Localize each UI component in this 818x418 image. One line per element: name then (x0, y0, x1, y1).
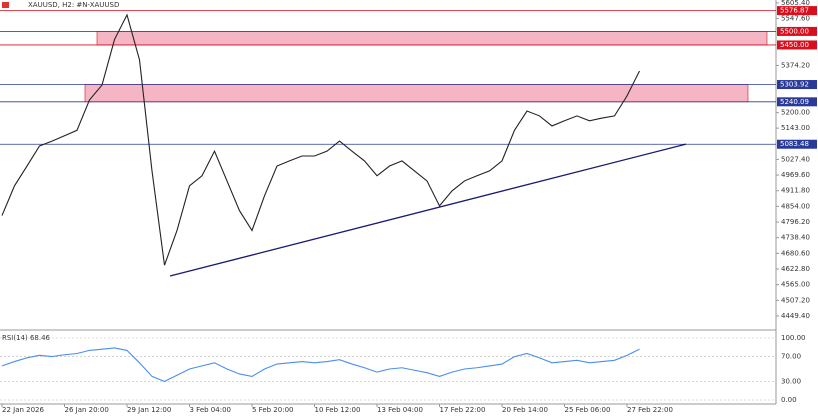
y-tick-label: 4680.60 (781, 249, 810, 257)
level-label: 5576.87 (780, 7, 809, 15)
x-tick-label: 25 Feb 06:00 (565, 406, 611, 414)
y-tick-label: 4738.40 (781, 234, 810, 242)
rsi-tick-label: 0.00 (781, 396, 797, 404)
x-tick-label: 5 Feb 20:00 (252, 406, 293, 414)
level-tag (777, 80, 817, 90)
y-tick-label: 4507.20 (781, 296, 810, 304)
y-tick-label: 5200.00 (781, 109, 810, 117)
trendline (169, 143, 687, 277)
x-tick-label: 20 Feb 14:00 (502, 406, 548, 414)
y-tick-label: 4796.20 (781, 218, 810, 226)
rsi-tick-label: 70.00 (781, 353, 801, 361)
y-tick-label: 5143.00 (781, 124, 810, 132)
y-tick-label: 4565.00 (781, 281, 810, 289)
rsi-tick-label: 30.00 (781, 377, 801, 385)
level-label: 5240.09 (780, 98, 809, 106)
x-tick-label: 17 Feb 22:00 (440, 406, 486, 414)
chart-title: XAUUSD, H2: #N-XAUUSD (28, 1, 119, 9)
y-tick-label: 5027.40 (781, 155, 810, 163)
y-tick-label: 4622.80 (781, 265, 810, 273)
level-label: 5083.48 (780, 140, 809, 148)
symbol-icon (2, 2, 9, 8)
y-tick-label: 5605.40 (781, 0, 810, 7)
zone (96, 31, 768, 46)
zone (84, 84, 749, 103)
level-label: 5450.00 (780, 41, 809, 49)
level-tag (777, 40, 817, 50)
x-tick-label: 22 Jan 2026 (2, 406, 45, 414)
x-tick-label: 10 Feb 12:00 (315, 406, 361, 414)
x-tick-label: 13 Feb 04:00 (377, 406, 423, 414)
x-tick-label: 27 Feb 22:00 (627, 406, 673, 414)
y-tick-label: 4969.60 (781, 171, 810, 179)
level-label: 5303.92 (780, 81, 809, 89)
y-tick-label: 5374.20 (781, 61, 810, 69)
level-label: 5500.00 (780, 27, 809, 35)
level-tag (777, 6, 817, 16)
y-tick-label: 4854.00 (781, 202, 810, 210)
x-tick-label: 29 Jan 12:00 (127, 406, 171, 414)
level-tag (777, 139, 817, 149)
level-tag (777, 97, 817, 107)
rsi-title: RSI(14) 68.46 (2, 334, 51, 342)
y-tick-label: 4911.80 (781, 187, 810, 195)
x-tick-label: 26 Jan 20:00 (65, 406, 109, 414)
rsi-line (1, 347, 640, 383)
price-line (1, 13, 640, 266)
level-tag (777, 26, 817, 36)
x-tick-label: 3 Feb 04:00 (190, 406, 231, 414)
y-tick-label: 5547.60 (781, 15, 810, 23)
y-tick-label: 4449.40 (781, 312, 810, 320)
rsi-tick-label: 100.00 (781, 334, 806, 342)
